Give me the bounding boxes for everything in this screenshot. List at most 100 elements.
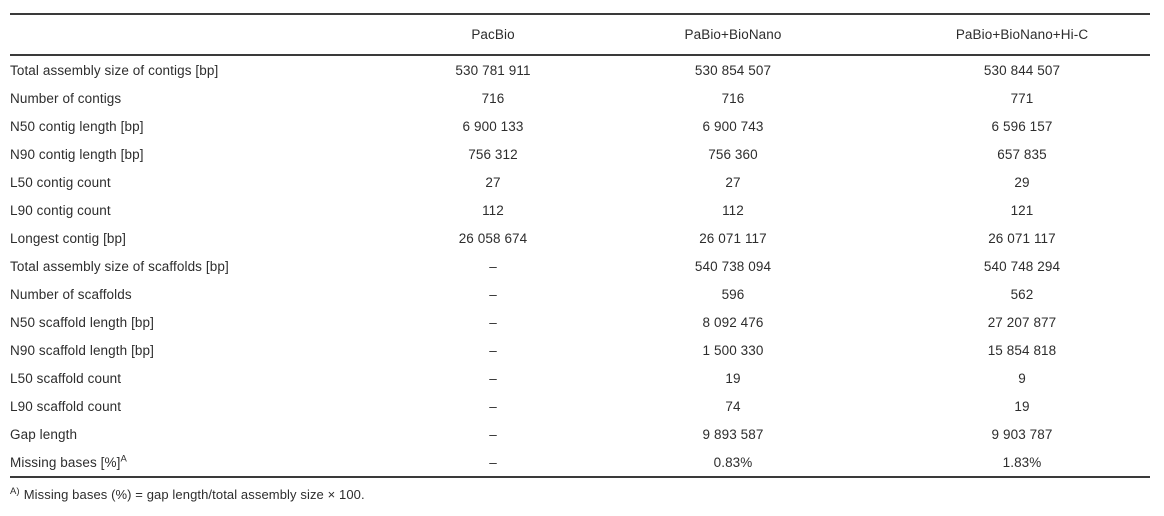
cell-value: 9 xyxy=(1018,370,1026,386)
table-row: L90 contig count 112 112 121 xyxy=(10,196,1150,224)
cell-value: 6 596 157 xyxy=(991,118,1053,134)
table-row: Number of scaffolds – 596 562 xyxy=(10,280,1150,308)
row-label: L90 scaffold count xyxy=(10,392,414,420)
table-row: Total assembly size of contigs [bp] 530 7… xyxy=(10,55,1150,84)
row-label: Number of contigs xyxy=(10,84,414,112)
row-label-text: N50 contig length [bp] xyxy=(10,118,144,134)
cell-value: 9 903 787 xyxy=(991,426,1053,442)
cell-value: 6 900 743 xyxy=(702,118,764,134)
cell-value: 74 xyxy=(725,398,741,414)
row-label-superscript: A xyxy=(120,453,127,464)
cell-value: 112 xyxy=(482,202,504,218)
footnote-marker: A) xyxy=(10,485,20,497)
table-row: L90 scaffold count – 74 19 xyxy=(10,392,1150,420)
cell-value: 657 835 xyxy=(997,146,1047,162)
row-label: N50 scaffold length [bp] xyxy=(10,308,414,336)
table-row: N90 scaffold length [bp] – 1 500 330 15 854… xyxy=(10,336,1150,364)
row-label: L90 contig count xyxy=(10,196,414,224)
table-row: N90 contig length [bp] 756 312 756 360 657 … xyxy=(10,140,1150,168)
cell-value: – xyxy=(489,370,497,386)
cell-value: – xyxy=(489,342,497,358)
cell-value: 27 xyxy=(725,174,741,190)
column-header-empty xyxy=(10,14,414,56)
cell-value: 0.83% xyxy=(572,448,894,478)
row-label-text: Missing bases [%] xyxy=(10,454,121,470)
cell-value: – xyxy=(489,426,497,442)
cell-value: 716 xyxy=(481,90,505,106)
cell-value: 19 xyxy=(725,370,741,386)
table-body: Total assembly size of contigs [bp] 530 7… xyxy=(10,55,1150,478)
cell-value: 540 748 294 xyxy=(983,258,1061,274)
row-label: Number of scaffolds xyxy=(10,280,414,308)
cell-value: 9 893 587 xyxy=(702,426,764,442)
table-row: Longest contig [bp] 26 058 674 26 071 117 2… xyxy=(10,224,1150,252)
cell-value: 26 071 117 xyxy=(988,230,1056,246)
cell-value: 19 xyxy=(1014,398,1030,414)
table-row: N50 contig length [bp] 6 900 133 6 900 743… xyxy=(10,112,1150,140)
cell-value: 1 500 330 xyxy=(702,342,764,358)
row-label: Total assembly size of scaffolds [bp] xyxy=(10,252,414,280)
column-header-pabio-bionano-hic: PaBio+BioNano+Hi-C xyxy=(894,14,1150,56)
table-row: Total assembly size of scaffolds [bp] – 54… xyxy=(10,252,1150,280)
table-row: L50 contig count 27 27 29 xyxy=(10,168,1150,196)
cell-value: 6 900 133 xyxy=(462,118,524,134)
row-label-text: N90 scaffold length [bp] xyxy=(10,342,154,358)
cell-value: 15 854 818 xyxy=(987,342,1057,358)
cell-value: 8 092 476 xyxy=(702,314,764,330)
row-label: Gap length xyxy=(10,420,414,448)
table-row: L50 scaffold count – 19 9 xyxy=(10,364,1150,392)
row-label: Missing bases [%]A xyxy=(10,448,414,478)
cell-value: – xyxy=(489,286,497,302)
table-header: PacBio PaBio+BioNano PaBio+BioNano+Hi-C xyxy=(10,14,1150,56)
row-label-text: Gap length xyxy=(10,426,78,442)
cell-value: 26 058 674 xyxy=(458,230,528,246)
cell-value: 562 xyxy=(1010,286,1034,302)
cell-value: 756 360 xyxy=(708,146,758,162)
row-label: N90 contig length [bp] xyxy=(10,140,414,168)
table-footnote: A) Missing bases (%) = gap length/total a… xyxy=(10,485,1150,502)
cell-value: – xyxy=(489,314,497,330)
cell-value: 716 xyxy=(721,90,745,106)
cell-value: 121 xyxy=(1010,202,1034,218)
row-label-text: Total assembly size of contigs [bp] xyxy=(10,62,219,78)
cell-value: 1.83% xyxy=(894,448,1150,478)
cell-value: 27 207 877 xyxy=(987,314,1057,330)
row-label-text: L90 contig count xyxy=(10,202,111,218)
row-label: Total assembly size of contigs [bp] xyxy=(10,55,414,84)
row-label-text: N90 contig length [bp] xyxy=(10,146,144,162)
row-label: N90 scaffold length [bp] xyxy=(10,336,414,364)
stats-table: PacBio PaBio+BioNano PaBio+BioNano+Hi-C … xyxy=(10,13,1150,478)
assembly-statistics-table: PacBio PaBio+BioNano PaBio+BioNano+Hi-C … xyxy=(10,13,1150,502)
row-label: Longest contig [bp] xyxy=(10,224,414,252)
row-label: N50 contig length [bp] xyxy=(10,112,414,140)
cell-value: 530 781 911 xyxy=(455,62,531,78)
row-label-text: Number of scaffolds xyxy=(10,286,132,302)
row-label-text: N50 scaffold length [bp] xyxy=(10,314,154,330)
row-label-text: Total assembly size of scaffolds [bp] xyxy=(10,258,229,274)
row-label: L50 scaffold count xyxy=(10,364,414,392)
column-header-pacbio: PacBio xyxy=(414,14,572,56)
cell-value: 26 071 117 xyxy=(699,230,767,246)
table-row: Number of contigs 716 716 771 xyxy=(10,84,1150,112)
cell-value: – xyxy=(489,398,497,414)
footnote-text: Missing bases (%) = gap length/total ass… xyxy=(23,487,365,502)
cell-value: 29 xyxy=(1014,174,1030,190)
row-label: L50 contig count xyxy=(10,168,414,196)
cell-value: 27 xyxy=(485,174,501,190)
row-label-text: L50 scaffold count xyxy=(10,370,122,386)
table-row: N50 scaffold length [bp] – 8 092 476 27 207… xyxy=(10,308,1150,336)
cell-value: 771 xyxy=(1010,90,1034,106)
table-row: Gap length – 9 893 587 9 903 787 xyxy=(10,420,1150,448)
cell-value: – xyxy=(489,258,497,274)
row-label-text: Longest contig [bp] xyxy=(10,230,126,246)
table-row: Missing bases [%]A –0.83% 1.83% xyxy=(10,448,1150,478)
row-label-text: L90 scaffold count xyxy=(10,398,122,414)
row-label-text: Number of contigs xyxy=(10,90,122,106)
cell-value: – xyxy=(414,448,572,478)
row-label-text: L50 contig count xyxy=(10,174,111,190)
cell-value: 530 854 507 xyxy=(694,62,772,78)
cell-value: 596 xyxy=(721,286,745,302)
cell-value: 530 844 507 xyxy=(983,62,1061,78)
header-row: PacBio PaBio+BioNano PaBio+BioNano+Hi-C xyxy=(10,14,1150,56)
cell-value: 540 738 094 xyxy=(694,258,772,274)
